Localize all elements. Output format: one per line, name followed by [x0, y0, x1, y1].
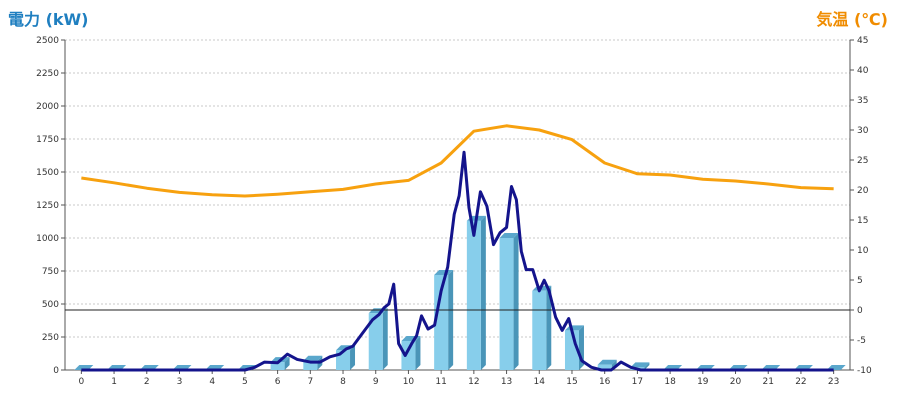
left-tick-label: 250	[42, 333, 59, 343]
x-tick-label: 23	[828, 377, 839, 387]
bar	[499, 233, 519, 370]
left-tick-label: 1500	[36, 168, 59, 178]
x-tick-label: 16	[599, 377, 611, 387]
right-tick-label: 10	[857, 246, 869, 256]
right-tick-label: 0	[857, 306, 863, 316]
right-tick-label: -10	[857, 366, 872, 376]
left-tick-label: 750	[42, 267, 59, 277]
bar	[368, 308, 388, 370]
x-tick-label: 18	[664, 377, 676, 387]
right-tick-label: -5	[857, 336, 866, 346]
bar	[532, 285, 552, 370]
x-tick-label: 1	[111, 377, 117, 387]
x-tick-label: 19	[697, 377, 709, 387]
x-tick-label: 21	[763, 377, 774, 387]
x-tick-label: 9	[373, 377, 379, 387]
x-tick-label: 22	[795, 377, 806, 387]
x-tick-label: 2	[144, 377, 150, 387]
left-tick-label: 2250	[36, 69, 59, 79]
right-tick-label: 25	[857, 156, 868, 166]
left-tick-label: 2000	[36, 102, 59, 112]
power-line	[81, 150, 834, 372]
x-tick-label: 17	[632, 377, 643, 387]
left-axis-title: 電力 (kW)	[8, 10, 89, 29]
left-tick-label: 0	[53, 366, 59, 376]
right-tick-label: 15	[857, 216, 868, 226]
x-tick-label: 7	[307, 377, 313, 387]
x-tick-label: 11	[435, 377, 446, 387]
x-tick-label: 12	[468, 377, 479, 387]
right-tick-label: 20	[857, 186, 869, 196]
x-tick-label: 10	[403, 377, 415, 387]
temperature-line	[81, 124, 834, 198]
bar	[434, 269, 454, 370]
right-tick-label: 30	[857, 126, 869, 136]
right-tick-label: 5	[857, 276, 863, 286]
right-tick-label: 45	[857, 36, 868, 46]
x-tick-label: 4	[209, 377, 215, 387]
x-tick-label: 13	[501, 377, 512, 387]
left-tick-label: 1000	[36, 234, 59, 244]
bar	[564, 325, 584, 370]
x-tick-label: 8	[340, 377, 346, 387]
x-tick-label: 5	[242, 377, 248, 387]
left-tick-label: 2500	[36, 36, 59, 46]
right-tick-label: 35	[857, 96, 868, 106]
right-axis-title: 気温 (℃)	[816, 10, 888, 29]
x-tick-label: 6	[275, 377, 281, 387]
left-tick-label: 1750	[36, 135, 59, 145]
x-tick-label: 0	[78, 377, 84, 387]
right-tick-label: 40	[857, 66, 869, 76]
left-tick-label: 1250	[36, 201, 59, 211]
x-tick-label: 20	[730, 377, 742, 387]
bar	[466, 215, 486, 370]
x-tick-label: 15	[566, 377, 577, 387]
x-tick-label: 3	[177, 377, 183, 387]
left-tick-label: 500	[42, 300, 59, 310]
x-tick-label: 14	[534, 377, 546, 387]
